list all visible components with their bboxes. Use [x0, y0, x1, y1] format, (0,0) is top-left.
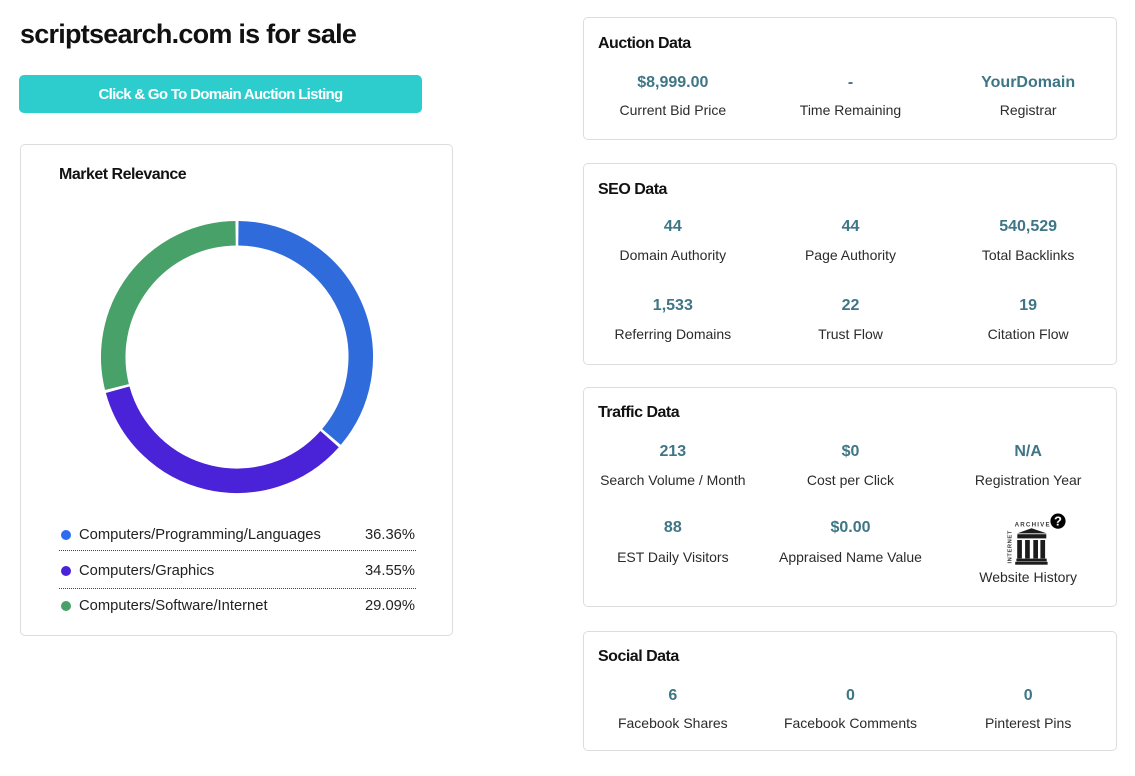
- svg-text:?: ?: [1054, 514, 1062, 529]
- svg-text:INTERNET: INTERNET: [1007, 530, 1013, 563]
- svg-text:ARCHIVE: ARCHIVE: [1015, 522, 1051, 529]
